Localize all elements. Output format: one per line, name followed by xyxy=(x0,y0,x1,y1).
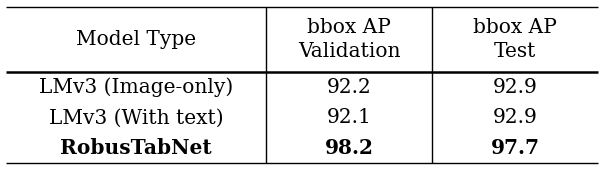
Text: bbox AP
Test: bbox AP Test xyxy=(473,18,557,61)
Text: 92.9: 92.9 xyxy=(493,108,538,127)
Text: bbox AP
Validation: bbox AP Validation xyxy=(298,18,400,61)
Text: 97.7: 97.7 xyxy=(490,138,539,158)
Text: 92.1: 92.1 xyxy=(327,108,372,127)
Text: 92.9: 92.9 xyxy=(493,78,538,97)
Text: Model Type: Model Type xyxy=(76,30,196,49)
Text: 92.2: 92.2 xyxy=(327,78,371,97)
Text: RobusTabNet: RobusTabNet xyxy=(60,138,212,158)
Text: LMv3 (With text): LMv3 (With text) xyxy=(49,108,223,127)
Text: 98.2: 98.2 xyxy=(325,138,374,158)
Text: LMv3 (Image-only): LMv3 (Image-only) xyxy=(39,78,233,97)
